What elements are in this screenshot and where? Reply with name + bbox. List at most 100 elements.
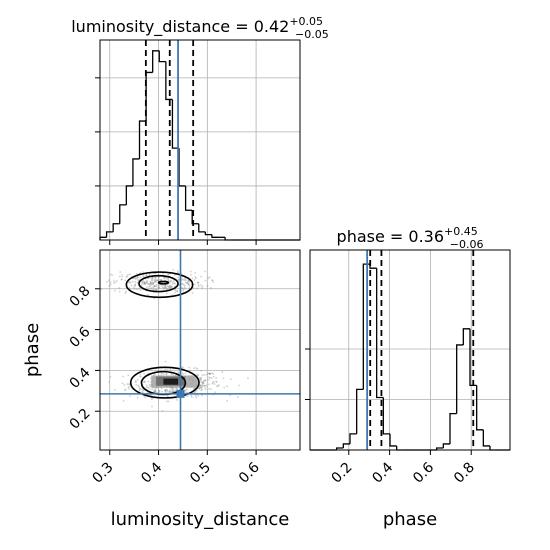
scatter-point xyxy=(113,289,116,292)
x-axis-label-phase: phase xyxy=(383,509,437,530)
scatter-point xyxy=(145,280,148,283)
scatter-point xyxy=(137,276,139,279)
scatter-point xyxy=(174,289,177,292)
scatter-point xyxy=(148,273,151,276)
scatter-point xyxy=(204,388,207,391)
scatter-point xyxy=(106,281,108,283)
scatter-point xyxy=(153,279,156,281)
density-cell xyxy=(163,378,179,385)
scatter-point xyxy=(146,282,149,285)
scatter-point xyxy=(121,382,124,384)
scatter-point xyxy=(158,389,161,392)
scatter-point xyxy=(217,385,219,387)
scatter-point xyxy=(188,369,191,372)
scatter-point xyxy=(191,291,194,294)
scatter-point xyxy=(188,284,190,286)
scatter-point xyxy=(143,280,146,283)
scatter-point xyxy=(237,396,239,398)
scatter-point xyxy=(183,279,186,281)
scatter-point xyxy=(136,288,138,291)
scatter-point xyxy=(197,282,200,284)
x-tick-label: 0.4 xyxy=(369,459,396,486)
scatter-point xyxy=(133,288,136,290)
scatter-point xyxy=(136,378,139,381)
scatter-point xyxy=(207,383,210,386)
scatter-point xyxy=(177,371,180,374)
scatter-point xyxy=(114,388,116,391)
scatter-point xyxy=(167,273,170,276)
scatter-point xyxy=(164,360,167,363)
scatter-point xyxy=(212,381,214,384)
scatter-point xyxy=(208,372,211,375)
scatter-point xyxy=(124,292,127,294)
scatter-point xyxy=(134,278,137,280)
scatter-point xyxy=(158,391,161,393)
scatter-point xyxy=(149,285,151,288)
scatter-point xyxy=(119,271,122,273)
title-plus: +0.45 xyxy=(444,225,478,238)
scatter-point xyxy=(187,279,190,281)
scatter-point xyxy=(208,387,210,390)
scatter-point xyxy=(153,280,156,283)
scatter-point xyxy=(165,400,168,403)
scatter-point xyxy=(169,286,172,289)
scatter-point xyxy=(134,380,137,383)
scatter-point xyxy=(226,385,229,388)
scatter-point xyxy=(164,285,167,287)
panel-2d-density xyxy=(99,249,301,451)
scatter-point xyxy=(175,397,178,400)
scatter-point xyxy=(196,281,199,284)
scatter-point xyxy=(165,373,168,376)
density-contour xyxy=(138,274,179,293)
scatter-point xyxy=(199,377,202,380)
scatter-point xyxy=(141,280,144,283)
histogram-bin xyxy=(376,268,384,399)
scatter-point xyxy=(153,285,156,288)
histogram-bin xyxy=(449,412,457,444)
scatter-point xyxy=(183,286,186,289)
scatter-point xyxy=(203,384,206,387)
scatter-point xyxy=(100,288,103,291)
title-median: 0.42 xyxy=(254,17,290,36)
title-minus: −0.06 xyxy=(450,238,484,251)
scatter-point xyxy=(182,278,185,281)
x-tick-label: 0.3 xyxy=(90,460,117,487)
scatter-point xyxy=(199,386,202,389)
scatter-point xyxy=(152,282,155,284)
scatter-point xyxy=(130,284,133,287)
scatter-point xyxy=(146,281,148,284)
scatter-point xyxy=(211,279,214,282)
scatter-point xyxy=(121,273,124,276)
scatter-point xyxy=(150,279,153,282)
scatter-point xyxy=(145,274,147,277)
scatter-point xyxy=(198,387,201,390)
scatter-point xyxy=(203,379,206,382)
x-axis-label-luminosity-distance: luminosity_distance xyxy=(111,509,290,530)
scatter-point xyxy=(180,367,183,369)
scatter-point xyxy=(156,279,159,282)
scatter-point xyxy=(222,377,225,380)
scatter-point xyxy=(199,385,202,387)
scatter-point xyxy=(125,276,128,278)
scatter-point xyxy=(159,278,162,281)
scatter-point xyxy=(129,273,131,276)
x-tick-label: 0.2 xyxy=(329,460,356,487)
histogram-bin xyxy=(489,445,497,451)
scatter-point xyxy=(164,390,167,393)
scatter-point xyxy=(122,375,124,378)
scatter-point xyxy=(209,286,212,289)
histogram-bin xyxy=(389,433,397,447)
scatter-point xyxy=(145,286,148,289)
scatter-point xyxy=(157,286,160,289)
scatter-point xyxy=(148,383,151,386)
scatter-point xyxy=(200,286,203,289)
scatter-point xyxy=(154,278,157,281)
scatter-point xyxy=(171,281,174,283)
scatter-point xyxy=(162,373,165,376)
scatter-point xyxy=(172,374,175,376)
x-tick-label: 0.6 xyxy=(236,459,263,486)
scatter-point xyxy=(139,375,142,378)
title-prefix: luminosity_distance = xyxy=(71,17,253,37)
density-contour xyxy=(125,271,194,299)
scatter-point xyxy=(200,381,203,384)
